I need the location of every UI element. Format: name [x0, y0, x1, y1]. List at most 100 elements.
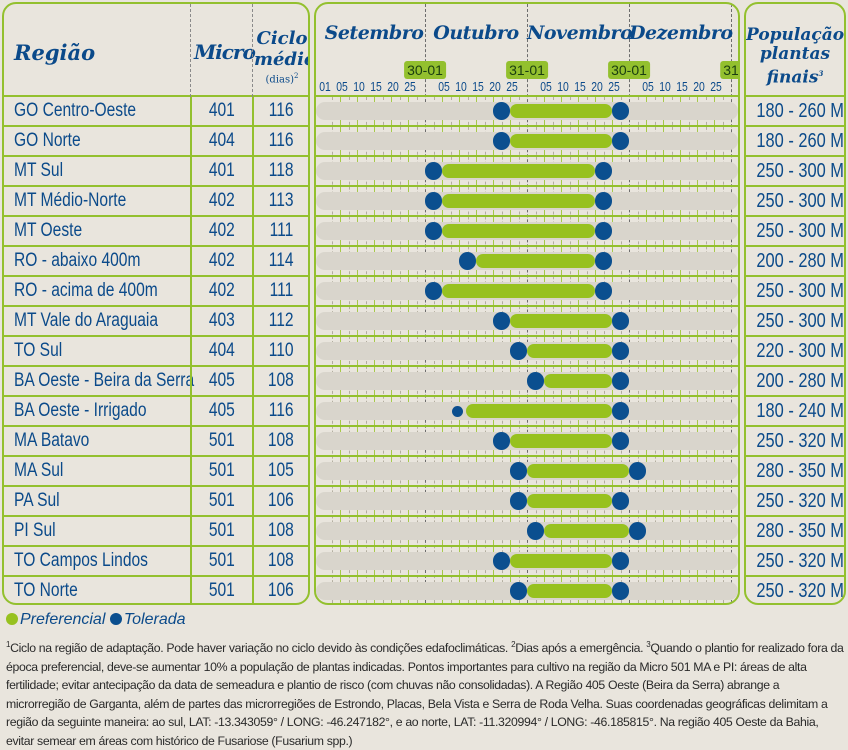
column-divider: [252, 397, 254, 425]
region-header: Região: [14, 40, 96, 65]
month-boundary-badge: 31: [720, 61, 738, 79]
row-divider: [316, 455, 738, 457]
day-label: 25: [404, 79, 416, 94]
micro-value: 501: [208, 430, 235, 451]
month-boundary-badge: 30-01: [608, 61, 650, 79]
population-row: 250 - 300 Mil: [746, 217, 844, 247]
cycle-value: 106: [267, 580, 294, 601]
population-row: 280 - 350 Mil: [746, 517, 844, 547]
legend-tolerated: Tolerada: [123, 611, 186, 628]
table-row: MA Sul 501 105: [4, 457, 308, 487]
region-cell: RO - abaixo 400m: [14, 247, 190, 275]
tolerated-marker: [629, 522, 646, 540]
column-divider: [252, 187, 254, 215]
preferential-bar: [544, 524, 629, 538]
footnote-marker: 1: [6, 640, 11, 649]
micro-value: 402: [208, 190, 235, 211]
tolerated-marker: [612, 372, 629, 390]
tolerated-marker: [510, 582, 527, 600]
cycle-cell: 108: [254, 427, 308, 455]
footnotes: 1Ciclo na região de adaptação. Pode have…: [6, 636, 846, 750]
tolerated-marker: [425, 282, 442, 300]
day-label: 05: [642, 79, 654, 94]
tolerated-marker: [612, 342, 629, 360]
row-divider: [316, 155, 738, 157]
column-divider: [252, 307, 254, 335]
tolerated-marker: [493, 312, 510, 330]
cycle-value: 116: [268, 130, 294, 151]
population-row: 200 - 280 Mil: [746, 247, 844, 277]
footnote-marker: 3: [646, 640, 651, 649]
region-cell: BA Oeste - Irrigado: [14, 397, 190, 425]
table-row: TO Sul 404 110: [4, 337, 308, 367]
micro-cell: 402: [192, 247, 252, 275]
cycle-cell: 105: [254, 457, 308, 485]
region-name: RO - abaixo 400m: [14, 250, 141, 271]
tolerated-marker: [493, 102, 510, 120]
footnote-marker: 2: [511, 640, 516, 649]
micro-cell: 402: [192, 187, 252, 215]
micro-cell: 501: [192, 547, 252, 575]
column-divider: [252, 277, 254, 305]
month-boundary-badge: 31-01: [506, 61, 548, 79]
cycle-value: 116: [268, 400, 294, 421]
cycle-cell: 113: [254, 187, 308, 215]
micro-value: 405: [208, 370, 235, 391]
column-divider: [190, 307, 192, 335]
micro-cell: 404: [192, 127, 252, 155]
region-name: BA Oeste - Irrigado: [14, 400, 147, 421]
month-label: Outubro: [433, 22, 519, 44]
table-row: PI Sul 501 108: [4, 517, 308, 547]
footnote-ref: 3: [818, 69, 824, 78]
column-divider: [190, 277, 192, 305]
column-divider: [190, 187, 192, 215]
micro-cell: 501: [192, 487, 252, 515]
column-divider: [190, 547, 192, 575]
column-divider: [190, 127, 192, 155]
region-cell: GO Centro-Oeste: [14, 97, 190, 125]
column-divider: [190, 487, 192, 515]
column-divider: [252, 457, 254, 485]
column-divider: [252, 337, 254, 365]
region-cell: PA Sul: [14, 487, 190, 515]
population-value: 250 - 300 Mil: [756, 310, 846, 332]
micro-cell: 401: [192, 97, 252, 125]
tolerated-marker: [595, 162, 612, 180]
region-name: MA Batavo: [14, 430, 90, 451]
population-row: 280 - 350 Mil: [746, 457, 844, 487]
cycle-cell: 108: [254, 367, 308, 395]
month-label: Setembro: [324, 22, 424, 44]
region-cell: MA Batavo: [14, 427, 190, 455]
day-label: 15: [574, 79, 586, 94]
preferential-dot-icon: [6, 613, 18, 625]
cycle-cell: 116: [254, 97, 308, 125]
population-value: 280 - 350 Mil: [756, 520, 846, 542]
day-label: 10: [557, 79, 569, 94]
population-value: 250 - 320 Mil: [756, 490, 846, 512]
column-divider: [252, 217, 254, 245]
tolerated-marker: [629, 462, 646, 480]
tolerated-marker: [612, 402, 629, 420]
day-label: 20: [489, 79, 501, 94]
tolerated-marker: [425, 162, 442, 180]
population-row: 250 - 320 Mil: [746, 577, 844, 603]
table-row: TO Norte 501 106: [4, 577, 308, 603]
table-row: GO Centro-Oeste 401 116: [4, 97, 308, 127]
month-boundary-badge: 30-01: [404, 61, 446, 79]
tolerated-marker: [595, 282, 612, 300]
population-value: 200 - 280 Mil: [756, 370, 846, 392]
table-row: BA Oeste - Beira da Serra 405 108: [4, 367, 308, 397]
region-name: GO Norte: [14, 130, 81, 151]
preferential-bar: [510, 134, 612, 148]
day-label: 05: [438, 79, 450, 94]
population-row: 180 - 240 Mil: [746, 397, 844, 427]
region-name: MT Sul: [14, 160, 64, 181]
micro-value: 404: [208, 340, 235, 361]
column-divider: [190, 217, 192, 245]
micro-cell: 403: [192, 307, 252, 335]
column-divider: [252, 4, 253, 97]
population-value: 250 - 320 Mil: [756, 550, 846, 572]
preferential-bar: [442, 224, 595, 238]
preferential-bar: [465, 404, 612, 418]
column-divider: [190, 157, 192, 185]
